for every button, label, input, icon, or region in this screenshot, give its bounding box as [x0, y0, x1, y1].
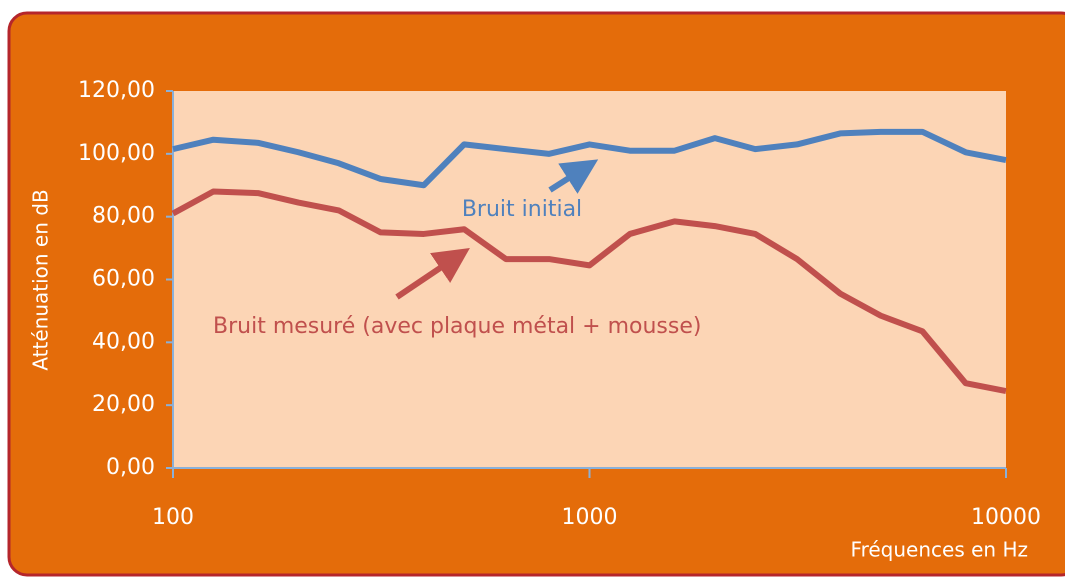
line — [172, 128, 1007, 189]
y-axis-label: Atténuation en dB — [29, 189, 53, 370]
x-tick-label: 10000 — [971, 505, 1041, 530]
x-axis-label: Fréquences en Hz — [851, 538, 1028, 562]
annotation: Bruit mesuré (avec plaque métal + mousse… — [213, 314, 701, 339]
plot-area — [173, 91, 1006, 468]
y-tick-label: 20,00 — [92, 392, 155, 417]
line — [171, 188, 1007, 394]
y-tick-label: 40,00 — [92, 329, 155, 354]
y-tick-label: 100,00 — [78, 141, 155, 166]
x-tick-label: 1000 — [562, 505, 618, 530]
y-tick-label: 60,00 — [92, 267, 155, 292]
y-tick-label: 0,00 — [106, 455, 155, 480]
annotation: Bruit initial — [462, 197, 582, 222]
y-tick-label: 120,00 — [78, 78, 155, 103]
y-tick-label: 80,00 — [92, 204, 155, 229]
arrow — [395, 247, 470, 300]
arrow — [548, 159, 599, 194]
x-tick-label: 100 — [152, 505, 194, 530]
